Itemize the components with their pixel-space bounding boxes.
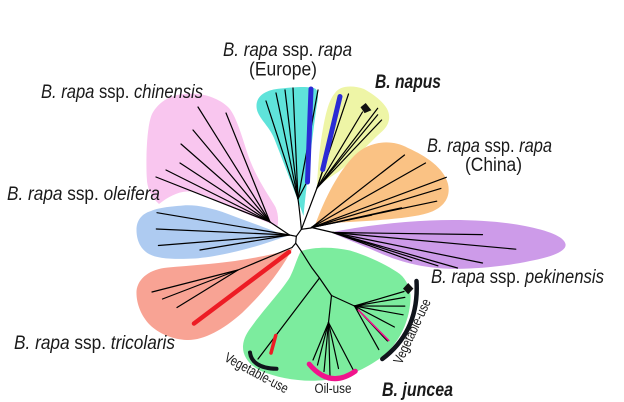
svg-text:B. juncea: B. juncea (382, 380, 453, 401)
svg-text:B. rapa ssp. rapa: B. rapa ssp. rapa (427, 136, 552, 157)
svg-text:B. rapa ssp. oleifera: B. rapa ssp. oleifera (7, 184, 160, 205)
svg-text:B. rapa ssp. rapa: B. rapa ssp. rapa (223, 40, 352, 61)
svg-text:B. rapa ssp. tricolaris: B. rapa ssp. tricolaris (14, 333, 175, 354)
svg-text:(Europe): (Europe) (249, 60, 317, 81)
svg-text:B. rapa ssp. chinensis: B. rapa ssp. chinensis (41, 82, 203, 103)
svg-text:Oil-use: Oil-use (315, 381, 352, 396)
svg-text:B. rapa ssp. pekinensis: B. rapa ssp. pekinensis (431, 267, 604, 288)
svg-text:B. napus: B. napus (375, 72, 441, 93)
svg-text:(China): (China) (465, 155, 522, 176)
